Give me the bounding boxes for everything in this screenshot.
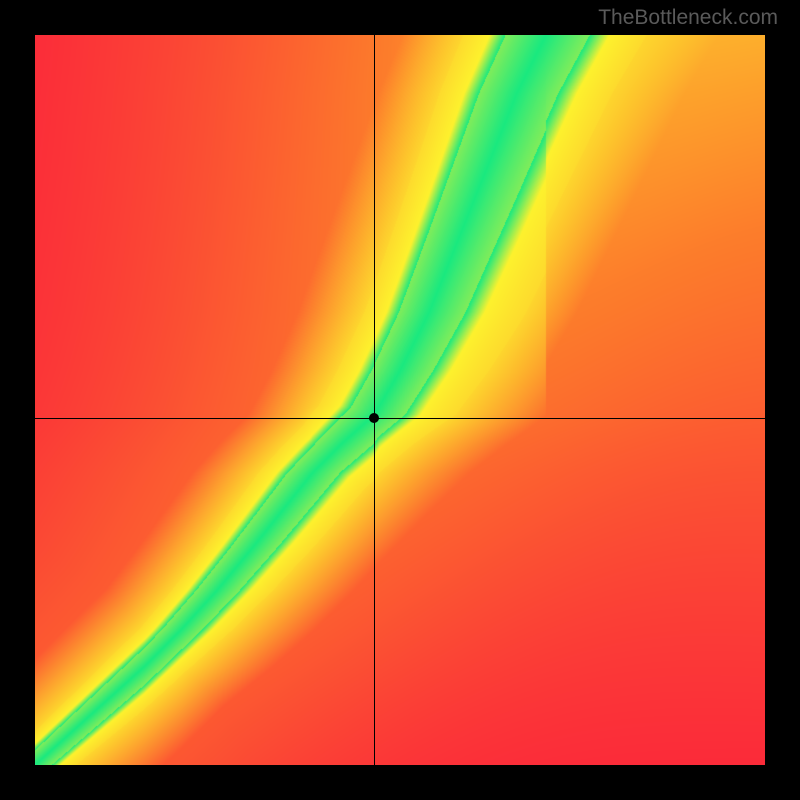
bottleneck-heatmap — [35, 35, 765, 765]
crosshair-horizontal — [35, 418, 765, 419]
heatmap-canvas — [35, 35, 765, 765]
crosshair-vertical — [374, 35, 375, 765]
watermark-text: TheBottleneck.com — [598, 6, 778, 30]
crosshair-marker — [369, 413, 379, 423]
